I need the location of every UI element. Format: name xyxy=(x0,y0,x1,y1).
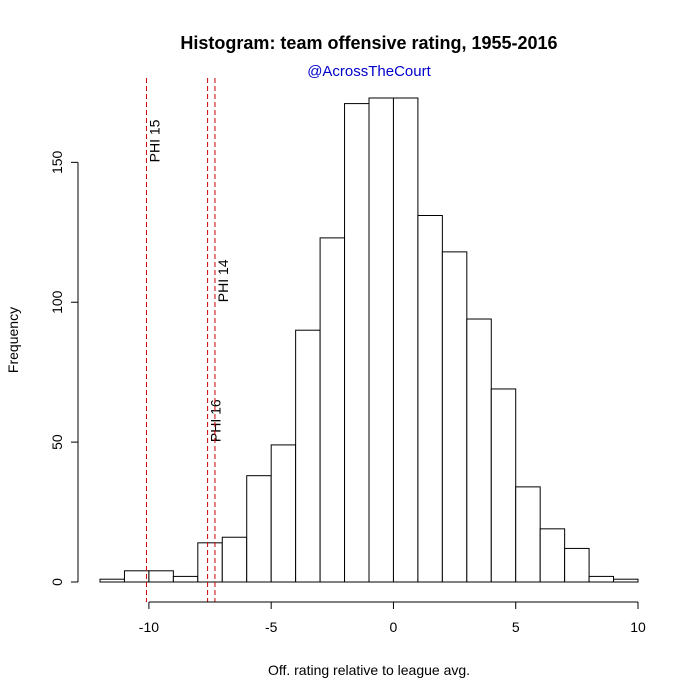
reference-line-label: PHI 16 xyxy=(208,399,224,442)
histogram-bar xyxy=(368,97,394,583)
histogram-bar xyxy=(246,475,272,583)
chart-subtitle: @AcrossTheCourt xyxy=(307,63,431,80)
histogram-bar xyxy=(539,528,566,583)
histogram-bar xyxy=(613,578,639,583)
histogram-bar xyxy=(490,388,517,583)
histogram-bar xyxy=(344,103,370,583)
histogram-bar xyxy=(295,329,321,583)
histogram-bars xyxy=(99,97,639,583)
x-axis: -10 -5 0 5 10 xyxy=(139,601,646,635)
x-tick-label: 10 xyxy=(630,619,646,635)
reference-lines: PHI 15 PHI 16 PHI 14 xyxy=(145,78,231,602)
x-tick-label: 5 xyxy=(512,619,520,635)
y-tick-label: 50 xyxy=(49,434,65,450)
histogram-bar xyxy=(515,486,541,583)
histogram-bar xyxy=(148,570,174,583)
histogram-bar xyxy=(417,215,443,583)
y-tick-label: 0 xyxy=(49,578,65,586)
histogram-bar xyxy=(392,97,419,583)
reference-line-label: PHI 15 xyxy=(146,119,162,162)
y-axis: 0 50 100 150 xyxy=(49,150,79,586)
histogram-bar xyxy=(221,536,248,583)
x-tick-label: -10 xyxy=(139,619,159,635)
histogram-bar xyxy=(197,542,223,583)
histogram-bar xyxy=(123,570,150,583)
histogram-bar xyxy=(441,251,468,583)
histogram-bar xyxy=(564,547,590,583)
histogram-bar xyxy=(319,237,346,583)
histogram-bar xyxy=(172,575,199,583)
y-tick-label: 150 xyxy=(49,150,65,174)
histogram-bar xyxy=(466,318,492,583)
histogram-bar xyxy=(99,578,125,583)
chart-title: Histogram: team offensive rating, 1955-2… xyxy=(180,33,557,53)
reference-line-label: PHI 14 xyxy=(215,259,231,302)
x-tick-label: -5 xyxy=(265,619,278,635)
y-axis-label: Frequency xyxy=(5,307,21,373)
x-tick-label: 0 xyxy=(390,619,398,635)
y-tick-label: 100 xyxy=(49,290,65,314)
histogram-bar xyxy=(270,444,297,583)
x-axis-label: Off. rating relative to league avg. xyxy=(268,662,470,678)
histogram-bar xyxy=(588,575,615,583)
